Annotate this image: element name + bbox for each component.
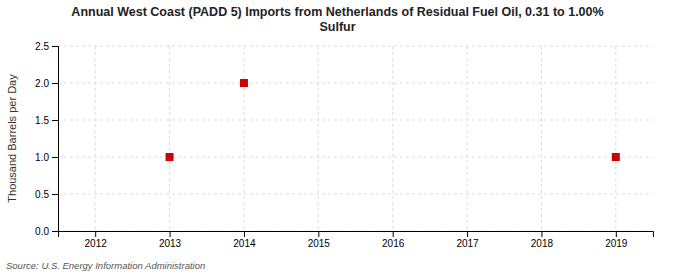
x-tick-label: 2017 — [456, 238, 479, 249]
points — [166, 79, 620, 161]
x-grid-line — [541, 46, 542, 231]
y-axis-title: Thousand Barrels per Day — [6, 74, 18, 203]
x-grid-line — [615, 46, 616, 231]
x-grid-line — [243, 46, 244, 231]
y-grid-line — [58, 83, 653, 84]
x-grid-line — [169, 46, 170, 231]
y-grid-line — [58, 46, 653, 47]
x-tick-mark — [616, 231, 617, 237]
x-tick-mark — [244, 231, 245, 237]
y-tick-label: 0.5 — [35, 189, 49, 200]
y-tick-label: 2.5 — [35, 41, 49, 52]
y-grid-line — [58, 194, 653, 195]
x-grid-line — [318, 46, 319, 231]
y-tick-label: 1.0 — [35, 152, 49, 163]
x-tick-label: 2015 — [308, 238, 331, 249]
x-tick-mark — [170, 231, 171, 237]
point — [240, 79, 248, 87]
x-tick: 2013 — [159, 231, 182, 249]
x-tick-mark — [318, 231, 319, 237]
x-grid-line — [467, 46, 468, 231]
y-tick-label: 1.5 — [35, 115, 49, 126]
y-tick-label: 0.0 — [35, 226, 49, 237]
x-tick: 2016 — [382, 231, 405, 249]
x-tick: 2017 — [456, 231, 479, 249]
point — [612, 153, 620, 161]
x-tick-label: 2016 — [382, 238, 405, 249]
y-tick: 0.0 — [35, 226, 58, 237]
x-tick-label: 2013 — [159, 238, 182, 249]
y-grid-line — [58, 120, 653, 121]
y-tick-mark — [52, 231, 58, 232]
x-tick-label: 2018 — [531, 238, 554, 249]
x-tick: 2018 — [531, 231, 554, 249]
x-axis-line — [59, 232, 654, 238]
x-tick-mark — [393, 231, 394, 237]
plot: 2012 2013 2014 2015 2016 2017 2018 2019 0.0 0.5 1.… — [35, 41, 653, 249]
x-grid-line — [392, 46, 393, 231]
y-axis: 0.0 0.5 1.0 1.5 2.0 2.5 — [35, 41, 58, 237]
y-tick-mark — [52, 83, 58, 84]
x-axis: 2012 2013 2014 2015 2016 2017 2018 2019 — [59, 231, 654, 249]
y-tick-mark — [52, 46, 58, 47]
x-tick-label: 2014 — [233, 238, 256, 249]
grid — [58, 46, 653, 231]
x-grid-line — [95, 46, 96, 231]
x-tick: 2015 — [308, 231, 331, 249]
x-tick-mark — [467, 231, 468, 237]
y-grid-line — [58, 157, 653, 158]
x-tick: 2012 — [85, 231, 108, 249]
x-tick-mark — [541, 231, 542, 237]
x-tick-mark — [95, 231, 96, 237]
x-tick: 2019 — [605, 231, 628, 249]
y-axis-line — [52, 47, 59, 232]
x-tick-label: 2012 — [85, 238, 108, 249]
y-tick: 2.5 — [35, 41, 58, 52]
point — [166, 153, 174, 161]
x-tick-label: 2019 — [605, 238, 628, 249]
title: Annual West Coast (PADD 5) Imports from … — [71, 5, 603, 34]
x-tick: 2014 — [233, 231, 256, 249]
chart: 2012 2013 2014 2015 2016 2017 2018 2019 0.0 0.5 1.… — [0, 0, 675, 275]
y-tick-mark — [52, 120, 58, 121]
y-tick-label: 2.0 — [35, 78, 49, 89]
y-tick: 0.5 — [35, 189, 58, 200]
y-tick: 2.0 — [35, 78, 58, 89]
source-note: Source: U.S. Energy Information Administ… — [6, 260, 205, 271]
y-tick: 1.5 — [35, 115, 58, 126]
y-tick-mark — [52, 157, 58, 158]
y-tick-mark — [52, 194, 58, 195]
y-tick: 1.0 — [35, 152, 58, 163]
